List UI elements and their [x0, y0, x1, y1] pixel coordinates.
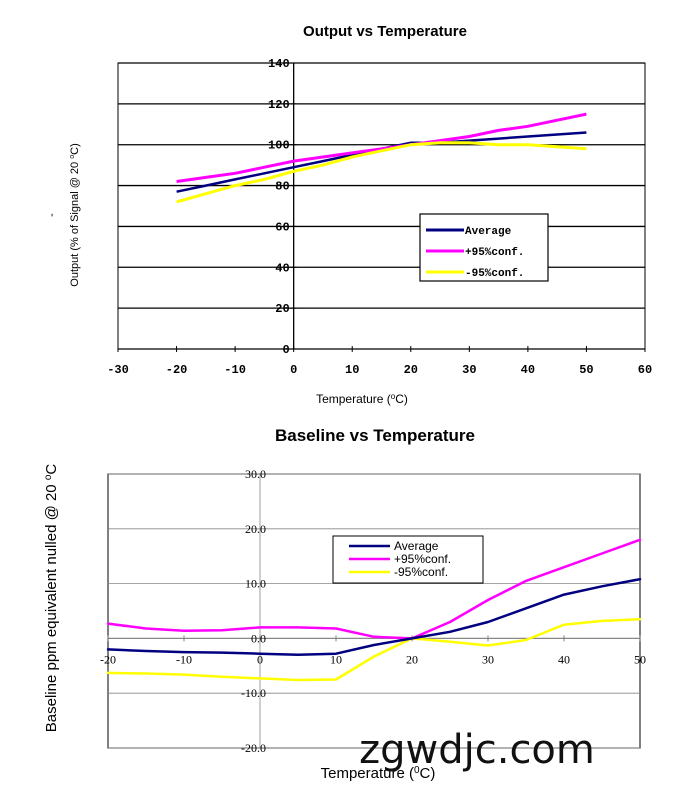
chart2-x-tick-label: -20 [100, 652, 116, 666]
chart2-y-tick-label: 20.0 [245, 522, 266, 536]
chart1-y-axis-label: Output (% of Signal @ 20 oC) [69, 143, 81, 286]
chart2-x-tick-label: 10 [330, 652, 342, 666]
chart2-x-tick-label: 40 [558, 652, 570, 666]
chart1-x-tick-label: 0 [290, 363, 297, 377]
chart2-y-tick-label: 30.0 [245, 467, 266, 481]
chart1-y-tick-label: 120 [268, 98, 290, 112]
chart2-x-axis-label: Temperature (0C) [321, 765, 436, 782]
chart1-x-tick-label: -20 [166, 363, 188, 377]
chart1-legend-label: +95%conf. [465, 247, 524, 259]
chart2-legend-label: Average [394, 539, 439, 553]
chart1-x-tick-label: 10 [345, 363, 359, 377]
chart1-y-tick-label: 0 [282, 343, 289, 357]
chart1-legend: Average +95%conf. -95%conf. [419, 213, 549, 282]
chart2-x-tick-label: 20 [406, 652, 418, 666]
chart1-y-tick-label: 60 [275, 220, 289, 234]
chart1-x-tick-label: -30 [107, 363, 129, 377]
chart2-y-tick-label: 10.0 [245, 577, 266, 591]
chart2-title: Baseline vs Temperature [275, 426, 475, 445]
chart2-y-tick-label: -10.0 [241, 686, 266, 700]
chart2-y-tick-label: 0.0 [251, 631, 266, 645]
chart1-y-tick-label: 140 [268, 57, 290, 71]
chart1-series-line-minus95 [176, 141, 587, 204]
chart2-x-ticks: -20 -10 0 10 20 30 40 50 [100, 652, 646, 666]
chart1-legend-label: Average [465, 226, 512, 238]
chart-output-vs-temperature: Output vs Temperature 020406080100120140… [46, 23, 652, 406]
chart-baseline-vs-temperature: Baseline vs Temperature -20.0 -10.0 0.0 10.… [43, 426, 646, 782]
chart2-series [106, 538, 642, 682]
chart1-x-tick-label: 60 [638, 363, 652, 377]
chart1-x-tick-label: 50 [579, 363, 593, 377]
chart2-legend-box [332, 535, 484, 584]
chart2-y-tick-label: -20.0 [241, 741, 266, 755]
chart1-x-tick-label: 20 [404, 363, 418, 377]
chart1-y-ticks: 0 20 40 60 80 100 120 140 [268, 57, 297, 357]
chart2-plot-area [107, 473, 641, 749]
chart2-x-tick-label: 50 [634, 652, 646, 666]
chart1-title: Output vs Temperature [303, 23, 467, 40]
chart1-series-line-plus95 [176, 112, 587, 183]
chart1-x-ticks: -30 -20 -10 0 10 20 30 40 50 60 [107, 346, 652, 377]
chart1-y-axis-side-mark: - [46, 213, 58, 217]
chart1-x-tick-label: 40 [521, 363, 535, 377]
chart1-x-tick-label: -10 [224, 363, 246, 377]
chart2-series-line-average [106, 577, 642, 657]
chart2-series-line-minus95 [106, 617, 642, 682]
chart2-y-ticks: -20.0 -10.0 0.0 10.0 20.0 30.0 [241, 467, 266, 755]
chart2-legend-label: +95%conf. [394, 552, 451, 566]
chart1-y-tick-label: 20 [275, 302, 289, 316]
chart1-y-tick-label: 40 [275, 261, 289, 275]
chart2-x-tick-label: -10 [176, 652, 192, 666]
chart2-x-tick-label: 0 [257, 652, 263, 666]
chart2-gridlines [107, 473, 641, 749]
chart2-legend-label: -95%conf. [394, 565, 448, 579]
chart1-x-axis-label: Temperature (oC) [316, 392, 408, 406]
chart2-y-axis-label: Baseline ppm equivalent nulled @ 20 oC [43, 464, 60, 733]
chart1-legend-label: -95%conf. [465, 268, 524, 280]
chart1-y-tick-label: 100 [268, 139, 290, 153]
watermark-text: zgwdjc.com [359, 727, 595, 773]
chart2-legend: Average+95%conf.-95%conf. [332, 535, 484, 584]
chart1-legend-box [419, 213, 549, 282]
chart2-x-tick-label: 30 [482, 652, 494, 666]
chart1-y-tick-label: 80 [275, 180, 289, 194]
chart2-series-line-plus95 [106, 538, 642, 640]
chart1-plot-area [117, 62, 646, 350]
chart1-series [176, 112, 587, 204]
chart1-x-tick-label: 30 [462, 363, 476, 377]
